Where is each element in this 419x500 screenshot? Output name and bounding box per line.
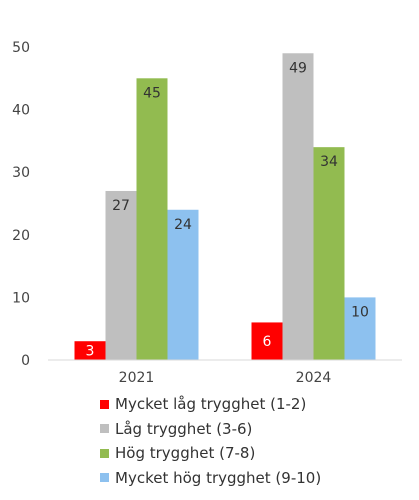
y-tick-label: 40 — [12, 103, 30, 119]
x-tick-label: 2024 — [296, 370, 332, 386]
legend-label: Låg trygghet (3-6) — [115, 419, 253, 438]
legend-label: Mycket hög trygghet (9-10) — [115, 468, 322, 487]
data-label: 3 — [86, 344, 95, 360]
bar-2024-series-0 — [251, 322, 283, 360]
data-label: 49 — [289, 60, 307, 76]
legend-swatch-very-high — [100, 473, 109, 483]
bar-2021-series-0 — [74, 341, 106, 360]
bar-2024-series-2 — [313, 147, 345, 360]
data-label: 10 — [351, 304, 369, 320]
bar-2021-series-2 — [136, 78, 168, 361]
legend-item-low: Låg trygghet (3-6) — [100, 417, 321, 442]
y-tick-label: 10 — [12, 290, 30, 306]
legend-label: Hög trygghet (7-8) — [115, 444, 256, 463]
data-label: 6 — [263, 334, 272, 350]
legend: Mycket låg trygghet (1-2) Låg trygghet (… — [100, 392, 321, 490]
x-axis-tick-labels: 2021 2024 — [119, 370, 332, 386]
data-label: 45 — [143, 85, 161, 101]
legend-swatch-high — [100, 448, 109, 458]
data-label: 34 — [320, 154, 338, 170]
bar-2021-series-3 — [167, 209, 199, 360]
y-tick-label: 20 — [12, 228, 30, 244]
data-label: 27 — [112, 198, 130, 214]
legend-item-high: Hög trygghet (7-8) — [100, 441, 321, 466]
data-label: 24 — [174, 217, 192, 233]
data-label-group: 3 27 45 24 6 49 34 10 — [86, 60, 369, 359]
legend-swatch-low — [100, 424, 109, 434]
y-tick-label: 30 — [12, 165, 30, 181]
bar-2024-series-1 — [282, 53, 314, 360]
bar-2021-series-1 — [105, 190, 137, 360]
legend-item-very-high: Mycket hög trygghet (9-10) — [100, 466, 321, 491]
bar-group — [74, 53, 376, 361]
y-axis-tick-labels: 0 10 20 30 40 50 — [12, 40, 30, 369]
y-tick-label: 0 — [21, 353, 30, 369]
bar-2024-series-3 — [344, 297, 376, 360]
y-tick-label: 50 — [12, 40, 30, 56]
legend-swatch-very-low — [100, 399, 109, 409]
x-tick-label: 2021 — [119, 370, 155, 386]
legend-label: Mycket låg trygghet (1-2) — [115, 395, 307, 414]
legend-item-very-low: Mycket låg trygghet (1-2) — [100, 392, 321, 417]
